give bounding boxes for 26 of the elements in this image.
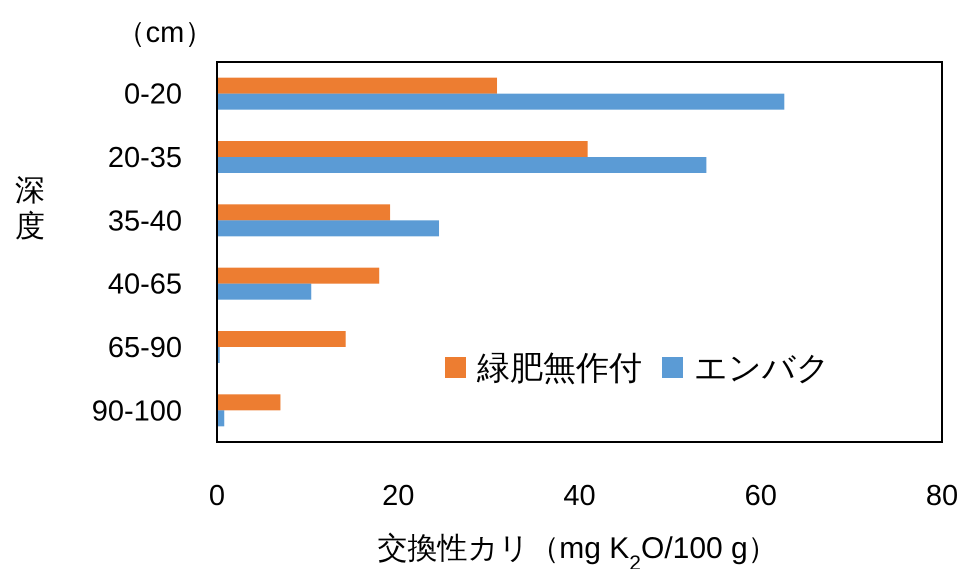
x-tick-label: 40 — [563, 480, 596, 512]
bar — [217, 204, 390, 220]
bar — [217, 394, 280, 410]
bar — [217, 141, 588, 157]
y-tick-label: 35-40 — [108, 205, 182, 238]
y-axis-title: 深度 — [15, 174, 45, 243]
bar — [217, 410, 224, 426]
x-tick-label: 0 — [208, 480, 226, 512]
text: （cm） — [116, 17, 214, 49]
legend-label: エンバク — [694, 349, 830, 386]
bar — [217, 78, 498, 94]
bar — [217, 157, 706, 173]
x-tick-label: 20 — [382, 480, 414, 512]
x-tick-label: 80 — [926, 480, 958, 512]
y-tick-label: 0-20 — [124, 78, 182, 111]
bar — [217, 94, 784, 110]
bar — [217, 268, 380, 284]
bar — [217, 331, 346, 347]
bar — [217, 284, 312, 300]
y-tick-label: 65-90 — [108, 332, 182, 364]
y-tick-label: 40-65 — [108, 268, 182, 301]
bar — [217, 220, 440, 236]
y-tick-label: 90-100 — [92, 395, 182, 428]
x-tick-label: 60 — [744, 480, 777, 512]
y-tick-label: 20-35 — [108, 142, 182, 174]
legend-label: 緑肥無作付 — [476, 349, 642, 386]
